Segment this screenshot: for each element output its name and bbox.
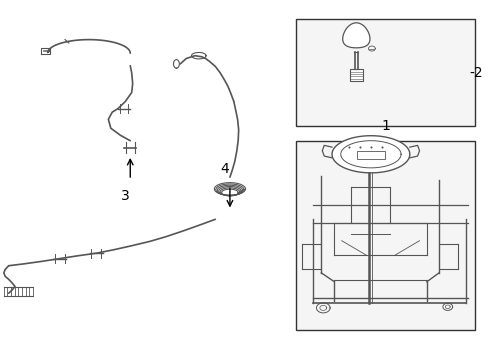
Polygon shape	[331, 136, 409, 173]
Polygon shape	[342, 23, 369, 48]
Bar	[357, 151, 384, 158]
Bar	[349, 69, 363, 81]
Bar	[295, 141, 474, 330]
Text: 4: 4	[220, 162, 229, 176]
Text: 3: 3	[121, 189, 129, 203]
Text: 1: 1	[380, 119, 389, 133]
Bar	[295, 19, 474, 126]
Text: -2: -2	[468, 66, 482, 80]
